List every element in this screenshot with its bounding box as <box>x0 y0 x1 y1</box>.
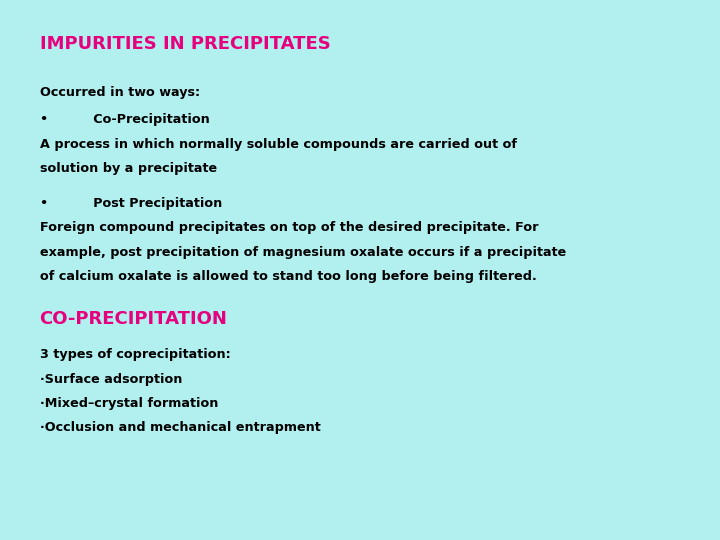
Text: 3 types of coprecipitation:: 3 types of coprecipitation: <box>40 348 230 361</box>
Text: •          Post Precipitation: • Post Precipitation <box>40 197 222 210</box>
Text: A process in which normally soluble compounds are carried out of: A process in which normally soluble comp… <box>40 138 517 151</box>
Text: IMPURITIES IN PRECIPITATES: IMPURITIES IN PRECIPITATES <box>40 35 330 53</box>
Text: ·Mixed–crystal formation: ·Mixed–crystal formation <box>40 397 218 410</box>
Text: CO-PRECIPITATION: CO-PRECIPITATION <box>40 310 228 328</box>
Text: ·Surface adsorption: ·Surface adsorption <box>40 373 182 386</box>
Text: Foreign compound precipitates on top of the desired precipitate. For: Foreign compound precipitates on top of … <box>40 221 538 234</box>
Text: solution by a precipitate: solution by a precipitate <box>40 162 217 175</box>
Text: •          Co-Precipitation: • Co-Precipitation <box>40 113 210 126</box>
Text: example, post precipitation of magnesium oxalate occurs if a precipitate: example, post precipitation of magnesium… <box>40 246 566 259</box>
Text: Occurred in two ways:: Occurred in two ways: <box>40 86 199 99</box>
Text: ·Occlusion and mechanical entrapment: ·Occlusion and mechanical entrapment <box>40 421 320 434</box>
Text: of calcium oxalate is allowed to stand too long before being filtered.: of calcium oxalate is allowed to stand t… <box>40 270 536 283</box>
